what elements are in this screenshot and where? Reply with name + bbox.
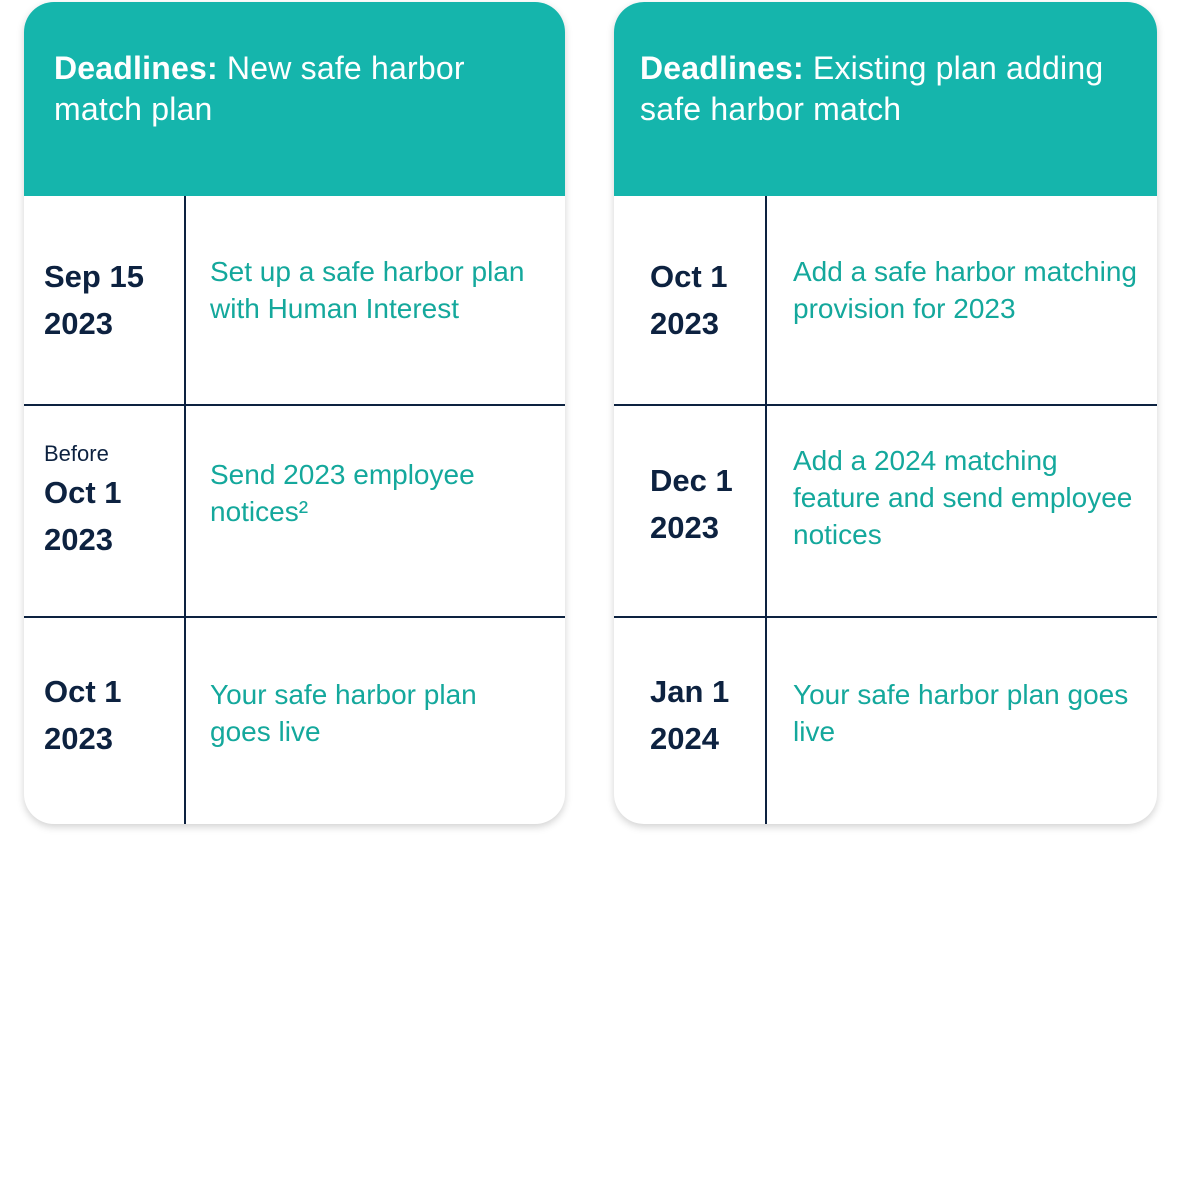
deadline-row: Before Oct 1 2023 Send 2023 employee not…	[24, 404, 565, 616]
date-label: Oct 1	[650, 259, 728, 294]
date-cell: Dec 1 2023	[614, 406, 767, 616]
year-label: 2024	[650, 721, 719, 756]
description-cell: Send 2023 employee notices²	[186, 406, 565, 616]
date-label: Oct 1	[44, 674, 122, 709]
date-label: Sep 15	[44, 259, 144, 294]
date-cell: Before Oct 1 2023	[24, 406, 186, 616]
deadline-row: Oct 1 2023 Your safe harbor plan goes li…	[24, 616, 565, 824]
date-label: Oct 1	[44, 475, 122, 510]
date-prefix: Before	[44, 441, 109, 466]
year-label: 2023	[650, 510, 719, 545]
deadline-row: Oct 1 2023 Add a safe harbor matching pr…	[614, 196, 1157, 404]
card-header: Deadlines: Existing plan adding safe har…	[614, 2, 1157, 196]
card-header: Deadlines: New safe harbor match plan	[24, 2, 565, 196]
card-title: Deadlines: Existing plan adding safe har…	[640, 48, 1117, 130]
description-cell: Set up a safe harbor plan with Human Int…	[186, 196, 565, 404]
description: Your safe harbor plan goes live	[793, 679, 1129, 747]
description: Your safe harbor plan goes live	[210, 679, 477, 747]
description-cell: Add a 2024 matching feature and send emp…	[767, 406, 1157, 616]
year-label: 2023	[650, 306, 719, 341]
deadlines-card-new-plan: Deadlines: New safe harbor match plan Se…	[24, 2, 565, 824]
description: Set up a safe harbor plan with Human Int…	[210, 256, 525, 324]
date-label: Jan 1	[650, 674, 730, 709]
deadline-row: Dec 1 2023 Add a 2024 matching feature a…	[614, 404, 1157, 616]
date-cell: Jan 1 2024	[614, 618, 767, 824]
card-title: Deadlines: New safe harbor match plan	[54, 48, 535, 130]
title-bold: Deadlines:	[640, 50, 804, 86]
year-label: 2023	[44, 306, 113, 341]
description: Send 2023 employee notices²	[210, 459, 475, 527]
deadline-row: Sep 15 2023 Set up a safe harbor plan wi…	[24, 196, 565, 404]
year-label: 2023	[44, 721, 113, 756]
title-bold: Deadlines:	[54, 50, 218, 86]
date-cell: Oct 1 2023	[614, 196, 767, 404]
title-rest: Existing plan adding safe harbor match	[640, 50, 1104, 127]
date-cell: Sep 15 2023	[24, 196, 186, 404]
description-cell: Your safe harbor plan goes live	[767, 618, 1157, 824]
date-label: Dec 1	[650, 463, 733, 498]
date-cell: Oct 1 2023	[24, 618, 186, 824]
deadline-row: Jan 1 2024 Your safe harbor plan goes li…	[614, 616, 1157, 824]
description: Add a 2024 matching feature and send emp…	[793, 445, 1133, 550]
deadlines-card-existing-plan: Deadlines: Existing plan adding safe har…	[614, 2, 1157, 824]
description: Add a safe harbor matching provision for…	[793, 256, 1137, 324]
title-rest: New safe harbor match plan	[54, 50, 465, 127]
description-cell: Add a safe harbor matching provision for…	[767, 196, 1157, 404]
description-cell: Your safe harbor plan goes live	[186, 618, 565, 824]
year-label: 2023	[44, 522, 113, 557]
